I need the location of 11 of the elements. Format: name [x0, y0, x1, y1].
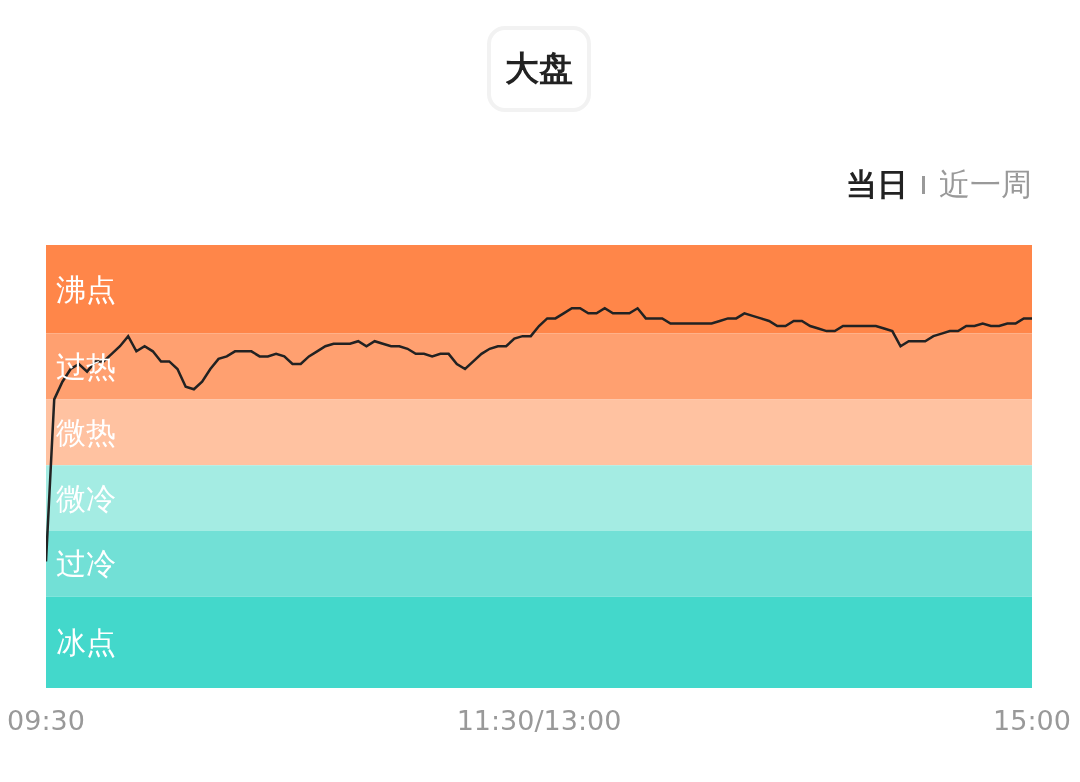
band-label: 过冷	[56, 546, 116, 581]
band-label: 冰点	[56, 625, 116, 660]
band-label: 微冷	[56, 481, 116, 516]
x-tick-label: 15:00	[993, 705, 1071, 736]
x-tick-label: 11:30/13:00	[456, 705, 622, 736]
chart-title: 大盘	[487, 26, 591, 112]
x-tick-label: 09:30	[7, 705, 85, 736]
band-label: 微热	[56, 415, 116, 450]
text: 当日	[846, 165, 908, 204]
text: 近一周	[939, 165, 1032, 204]
band-label: 沸点	[56, 272, 116, 307]
